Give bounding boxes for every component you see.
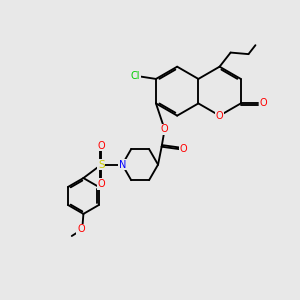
Text: O: O xyxy=(161,124,168,134)
Text: N: N xyxy=(118,160,126,170)
Text: O: O xyxy=(98,140,105,151)
Text: S: S xyxy=(98,160,105,170)
Text: O: O xyxy=(180,144,188,154)
Text: O: O xyxy=(98,179,105,189)
Text: O: O xyxy=(77,224,85,234)
Text: O: O xyxy=(216,111,224,121)
Text: Cl: Cl xyxy=(131,70,140,81)
Text: O: O xyxy=(260,98,267,108)
